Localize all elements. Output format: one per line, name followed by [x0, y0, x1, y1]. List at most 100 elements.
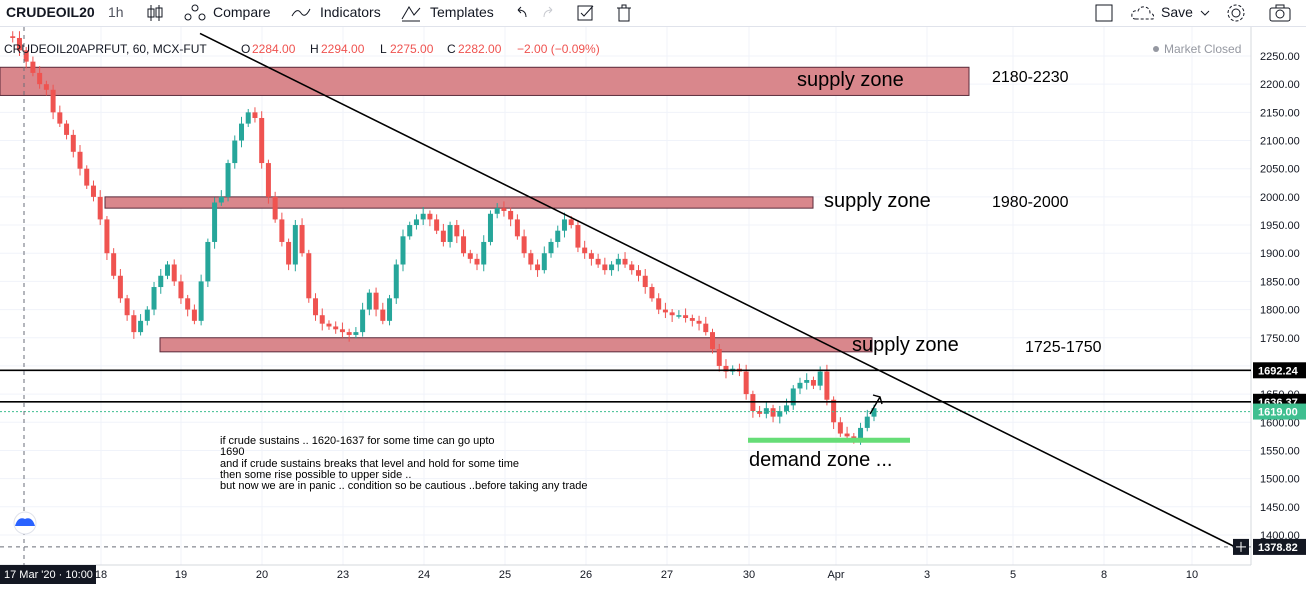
candle-body [292, 225, 298, 265]
candle-body [232, 140, 238, 164]
crosshair-price: 1378.82 [1258, 542, 1298, 554]
candle-body [306, 253, 312, 299]
candle-body [185, 298, 191, 310]
market-status: Market Closed [1164, 42, 1241, 56]
legend-low: 2275.00 [390, 42, 434, 56]
candle-body [683, 315, 689, 319]
candle-body [689, 318, 695, 321]
candle-body [851, 436, 857, 439]
indicators-button[interactable]: Indicators [320, 4, 381, 20]
last-price-label: 1619.00 [1258, 407, 1298, 419]
candle-body [858, 427, 864, 439]
candle-body [84, 168, 90, 186]
candle-body [797, 382, 803, 389]
candle-body [218, 196, 224, 203]
zone1-range: 2180-2230 [992, 69, 1069, 86]
candle-body [407, 225, 413, 237]
candle-body [413, 219, 419, 226]
logo-icon[interactable] [13, 511, 37, 535]
gear-icon[interactable] [1225, 3, 1247, 25]
candle-body [447, 225, 453, 242]
candle-body [649, 287, 655, 299]
indicators-icon[interactable] [290, 3, 312, 23]
price-tick-label: 2050.00 [1260, 164, 1300, 176]
legend-close: 2282.00 [458, 42, 502, 56]
chevron-down-icon[interactable] [1199, 3, 1211, 23]
candle-body [528, 253, 534, 265]
candle-body [30, 61, 36, 73]
candle-body [824, 371, 830, 400]
candle-body [360, 309, 366, 333]
candle-body [393, 264, 399, 299]
plus-icon[interactable] [1233, 538, 1249, 555]
note-line: and if crude sustains breaks that level … [220, 458, 519, 470]
zone1-label: supply zone [797, 69, 904, 91]
cloud-icon[interactable] [1130, 3, 1156, 23]
demand-label: demand zone ... [749, 449, 892, 471]
time-tick-label: 3 [924, 569, 930, 581]
candle-body [629, 264, 635, 271]
candle-body [817, 371, 823, 386]
candle-body [662, 309, 668, 313]
candle-body [757, 411, 763, 414]
candle-body [595, 258, 601, 265]
candle-body [837, 422, 843, 434]
templates-button[interactable]: Templates [430, 4, 494, 20]
note-line: if crude sustains .. 1620-1637 for some … [220, 435, 495, 447]
time-tick-label: 8 [1101, 569, 1107, 581]
candle-body [70, 134, 76, 152]
undo-icon[interactable] [512, 3, 530, 23]
zone2-range: 1980-2000 [992, 194, 1069, 211]
price-axis[interactable]: 1400.001450.001500.001550.001600.001650.… [1260, 51, 1300, 542]
candle-body [474, 258, 480, 265]
price-tick-label: 1750.00 [1260, 333, 1300, 345]
candle-body [373, 292, 379, 310]
candle-body [575, 225, 581, 248]
checkbox-icon[interactable] [576, 3, 596, 23]
candle-body [339, 329, 345, 333]
symbol-search[interactable]: CRUDEOIL20 [6, 4, 95, 20]
compare-icon[interactable] [183, 3, 207, 23]
save-button[interactable]: Save [1161, 4, 1193, 20]
trendline[interactable] [199, 32, 1237, 549]
candle-body [333, 326, 339, 330]
camera-icon[interactable] [1268, 3, 1292, 23]
candle-body [171, 264, 177, 282]
candle-body [420, 213, 426, 220]
candles-icon[interactable] [146, 3, 164, 23]
layout-icon[interactable] [1094, 3, 1114, 23]
redo-icon[interactable] [540, 3, 558, 23]
candle-body [178, 281, 184, 299]
candle-body [790, 388, 796, 406]
level-label: 1692.24 [1258, 365, 1299, 377]
price-chart[interactable]: 1400.001450.001500.001550.001600.001650.… [0, 27, 1306, 591]
candle-body [514, 219, 520, 237]
time-tick-label: 10 [1186, 569, 1198, 581]
candles [10, 31, 877, 445]
candle-body [864, 416, 870, 428]
price-tick-label: 1450.00 [1260, 502, 1300, 514]
analysis-note: if crude sustains .. 1620-1637 for some … [220, 435, 588, 492]
price-tick-label: 2200.00 [1260, 79, 1300, 91]
candle-body [10, 36, 16, 38]
interval-button[interactable]: 1h [108, 4, 124, 20]
compare-button[interactable]: Compare [213, 4, 271, 20]
time-tick-label: 30 [743, 569, 755, 581]
templates-icon[interactable] [400, 3, 422, 23]
candle-body [158, 275, 164, 288]
candle-body [461, 236, 467, 254]
time-tick-label: 23 [337, 569, 349, 581]
candle-body [252, 112, 258, 118]
candle-body [23, 50, 29, 62]
legend-low-label: L [380, 42, 387, 56]
supply-zone-rect [104, 196, 814, 209]
candle-body [810, 380, 816, 386]
price-tick-label: 1950.00 [1260, 220, 1300, 232]
time-axis[interactable]: 18 19 20 23 24 25 26 27 30 Apr 3 5 8 10 [95, 569, 1198, 581]
trash-icon[interactable] [615, 3, 633, 23]
candle-body [191, 309, 197, 321]
candle-body [784, 405, 790, 412]
candle-body [205, 241, 211, 282]
candle-body [326, 323, 332, 327]
